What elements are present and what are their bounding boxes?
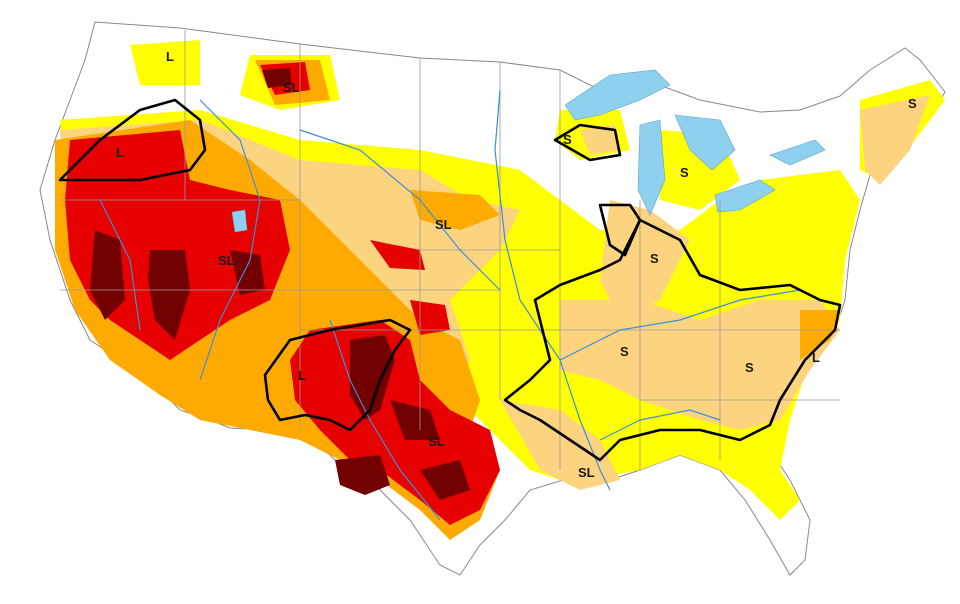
drought-d4 <box>90 68 470 500</box>
rivers <box>99 89 801 521</box>
impact-label-utah: SL <box>218 253 235 268</box>
impact-label-oregon: L <box>116 145 124 160</box>
impact-label-illinois: S <box>650 251 659 266</box>
impact-label-nw-idaho: L <box>166 49 174 64</box>
impact-label-maine: S <box>908 96 917 111</box>
state-borders <box>60 30 840 470</box>
impact-label-montana: SL <box>283 80 300 95</box>
impact-label-wisconsin: S <box>563 132 572 147</box>
impact-label-texas: SL <box>428 434 445 449</box>
impact-label-new-mexico: L <box>298 368 306 383</box>
impact-label-michigan: S <box>680 165 689 180</box>
impact-label-nebraska: SL <box>435 217 452 232</box>
impact-label-tennessee: S <box>620 344 629 359</box>
great-lakes <box>231 69 826 233</box>
impact-label-east-nc: L <box>812 350 820 365</box>
impact-lines <box>58 98 842 462</box>
impact-label-louisiana: SL <box>578 465 595 480</box>
impact-label-carolinas: S <box>745 360 754 375</box>
